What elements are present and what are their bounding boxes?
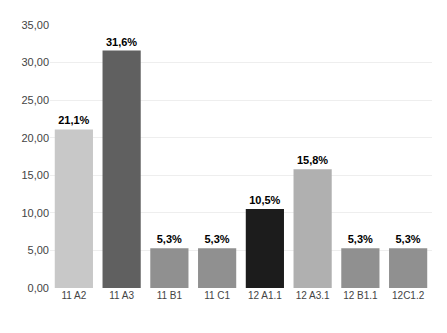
svg-text:0,00: 0,00 [28, 282, 49, 294]
svg-text:10,00: 10,00 [21, 207, 49, 219]
svg-text:20,00: 20,00 [21, 132, 49, 144]
svg-text:10,5%: 10,5% [249, 194, 280, 206]
svg-text:15,8%: 15,8% [297, 154, 328, 166]
svg-text:5,00: 5,00 [28, 244, 49, 256]
svg-text:12 A1.1: 12 A1.1 [248, 290, 282, 301]
svg-text:35,00: 35,00 [21, 19, 49, 31]
svg-text:11 A2: 11 A2 [61, 290, 86, 301]
svg-text:21,1%: 21,1% [58, 114, 89, 126]
svg-text:31,6%: 31,6% [106, 36, 137, 48]
svg-text:5,3%: 5,3% [204, 233, 229, 245]
svg-text:12C1.2: 12C1.2 [392, 290, 425, 301]
svg-text:12 A3.1: 12 A3.1 [296, 290, 330, 301]
svg-text:11 C1: 11 C1 [204, 290, 230, 301]
svg-text:11 A3: 11 A3 [109, 290, 134, 301]
svg-text:5,3%: 5,3% [395, 233, 420, 245]
svg-text:12 B1.1: 12 B1.1 [343, 290, 378, 301]
svg-text:15,00: 15,00 [21, 169, 49, 181]
svg-text:30,00: 30,00 [21, 56, 49, 68]
svg-text:11 B1: 11 B1 [157, 290, 183, 301]
svg-text:5,3%: 5,3% [157, 233, 182, 245]
svg-text:25,00: 25,00 [21, 94, 49, 106]
svg-text:5,3%: 5,3% [348, 233, 373, 245]
